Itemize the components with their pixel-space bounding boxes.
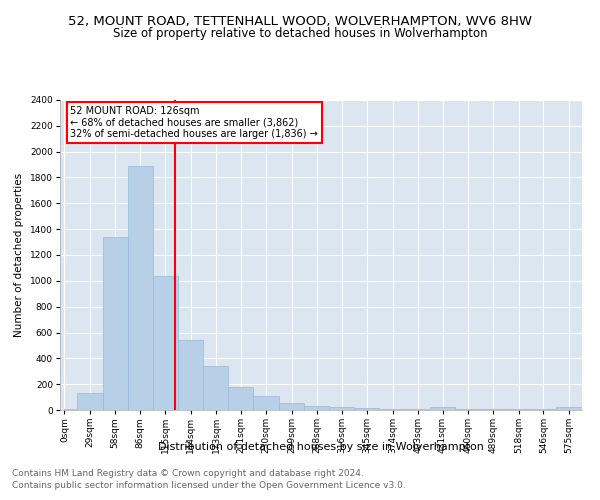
Bar xyxy=(506,409,530,410)
Bar xyxy=(556,408,582,410)
Bar xyxy=(480,409,506,410)
Text: 52, MOUNT ROAD, TETTENHALL WOOD, WOLVERHAMPTON, WV6 8HW: 52, MOUNT ROAD, TETTENHALL WOOD, WOLVERH… xyxy=(68,15,532,28)
Y-axis label: Number of detached properties: Number of detached properties xyxy=(14,173,25,337)
Bar xyxy=(329,407,355,410)
Bar xyxy=(227,388,253,410)
Text: Size of property relative to detached houses in Wolverhampton: Size of property relative to detached ho… xyxy=(113,28,487,40)
Text: Contains HM Land Registry data © Crown copyright and database right 2024.: Contains HM Land Registry data © Crown c… xyxy=(12,468,364,477)
Bar xyxy=(430,408,455,410)
Bar xyxy=(379,408,405,410)
Bar xyxy=(203,366,227,410)
Bar xyxy=(304,406,329,410)
Bar xyxy=(178,340,203,410)
Bar xyxy=(530,409,556,410)
Text: 52 MOUNT ROAD: 126sqm
← 68% of detached houses are smaller (3,862)
32% of semi-d: 52 MOUNT ROAD: 126sqm ← 68% of detached … xyxy=(70,106,318,140)
Bar xyxy=(128,166,152,410)
Bar xyxy=(355,408,379,410)
Bar xyxy=(103,237,128,410)
Text: Contains public sector information licensed under the Open Government Licence v3: Contains public sector information licen… xyxy=(12,481,406,490)
Bar xyxy=(152,276,178,410)
Bar xyxy=(77,393,103,410)
Bar xyxy=(64,408,77,410)
Text: Distribution of detached houses by size in Wolverhampton: Distribution of detached houses by size … xyxy=(158,442,484,452)
Bar xyxy=(279,403,304,410)
Bar xyxy=(405,409,430,410)
Bar xyxy=(253,396,279,410)
Bar xyxy=(455,409,480,410)
